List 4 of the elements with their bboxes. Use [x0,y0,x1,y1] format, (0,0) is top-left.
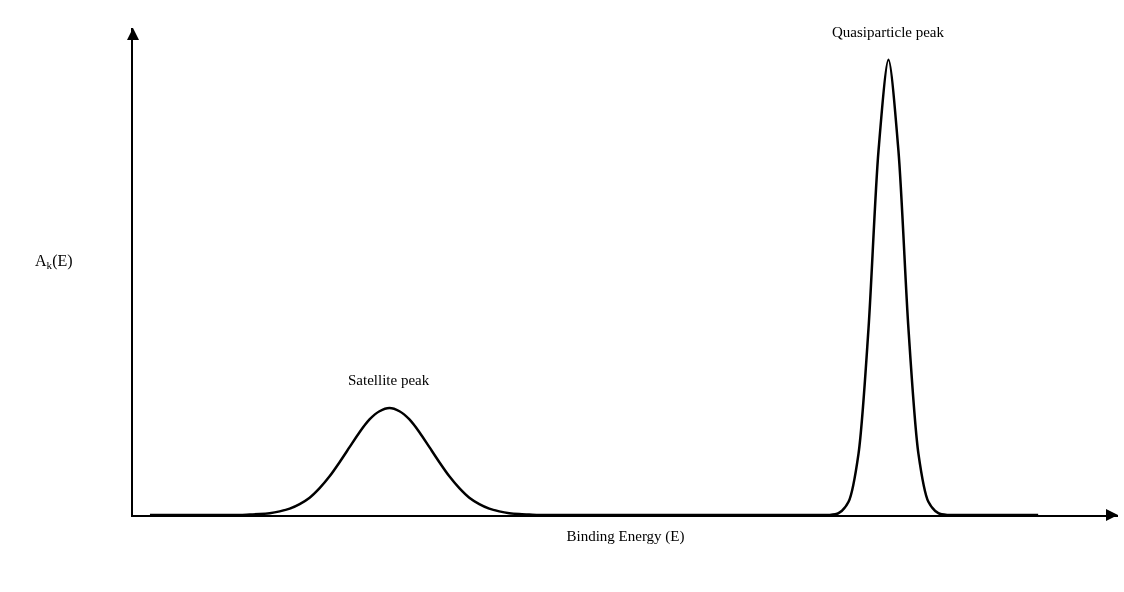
annotation: Satellite peak [348,372,430,388]
y-axis-title: A$_{k}$(E) [35,252,73,272]
x-axis-title: Binding Energy (E) [566,527,685,545]
annotation: Quasiparticle peak [832,24,945,40]
